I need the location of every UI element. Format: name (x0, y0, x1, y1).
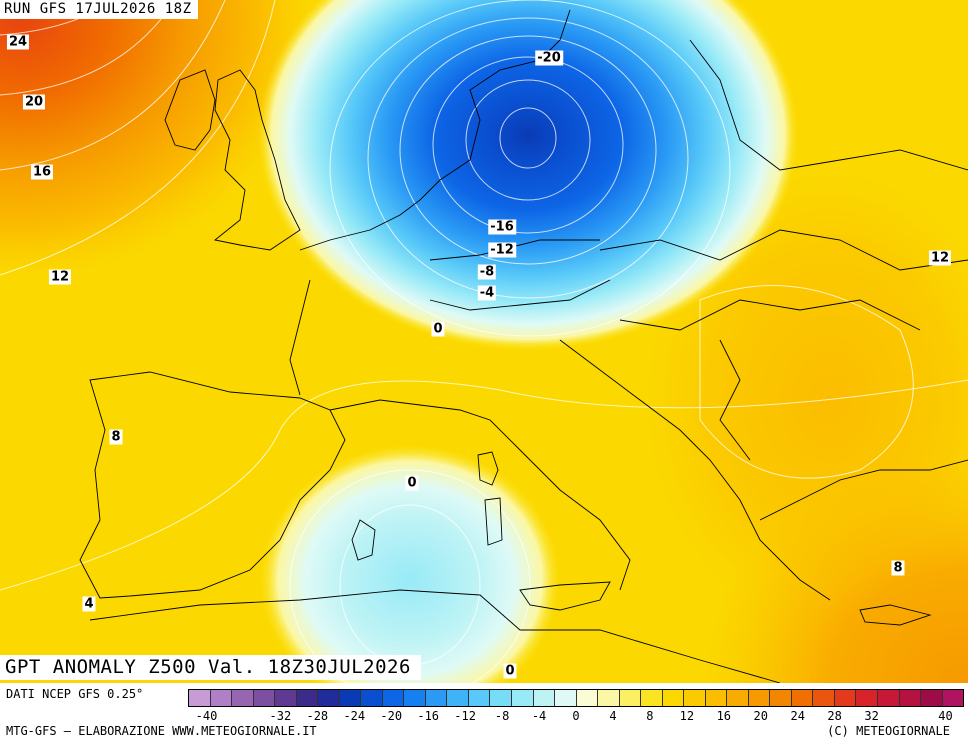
scale-tick-label: -8 (494, 709, 510, 723)
color-swatch (296, 690, 319, 706)
map-title: GPT ANOMALY Z500 Val. 18Z30JUL2026 (0, 655, 421, 680)
scale-tick-label: 16 (716, 709, 732, 723)
color-swatch (533, 690, 556, 706)
scale-tick-label: 4 (609, 709, 617, 723)
color-swatch (834, 690, 857, 706)
color-swatch (813, 690, 835, 706)
scale-tick-label: 32 (864, 709, 879, 723)
contour-label: -16 (488, 219, 516, 235)
data-source-label: DATI NCEP GFS 0.25° (6, 687, 144, 701)
color-swatch (942, 690, 964, 706)
credit-left: MTG-GFS — ELABORAZIONE WWW.METEOGIORNALE… (6, 724, 317, 738)
scale-tick-label: -4 (531, 709, 547, 723)
color-swatch (404, 690, 426, 706)
color-swatch (576, 690, 599, 706)
color-swatch (447, 690, 469, 706)
color-swatch (425, 690, 448, 706)
scale-tick-label: -16 (417, 709, 440, 723)
credit-right: (C) METEOGIORNALE (827, 724, 950, 738)
color-swatch (555, 690, 577, 706)
scale-tick-label: 40 (938, 709, 953, 723)
scale-tick-label: -24 (343, 709, 366, 723)
color-swatch (318, 690, 340, 706)
color-swatch (727, 690, 749, 706)
color-swatch (641, 690, 663, 706)
color-swatch (921, 690, 943, 706)
color-swatch (339, 690, 362, 706)
contour-label: -4 (477, 285, 497, 301)
scale-tick-label: -40 (195, 709, 218, 723)
isolines (0, 0, 968, 683)
color-scale-ticks: -40 -32 -28 -24 -20 -16 -12 -8 -4 0 4 8 12 16 20 24 28 32… (188, 709, 964, 723)
color-swatch (232, 690, 254, 706)
color-scale-bar (188, 689, 964, 707)
contour-label: 0 (503, 663, 517, 679)
anomaly-map: RUN GFS 17JUL2026 18Z 24 20 16 12 8 4 0 … (0, 0, 968, 683)
color-swatch (275, 690, 297, 706)
color-swatch (189, 690, 211, 706)
contour-label: 8 (891, 560, 905, 576)
color-swatch (878, 690, 900, 706)
scale-tick-label: 8 (646, 709, 654, 723)
color-swatch (662, 690, 685, 706)
map-canvas (0, 0, 968, 683)
contour-label: 0 (405, 475, 419, 491)
color-swatch (770, 690, 792, 706)
contour-label: -12 (488, 242, 516, 258)
color-swatch (361, 690, 383, 706)
contour-label: 12 (928, 250, 952, 266)
scale-tick-label: -32 (269, 709, 292, 723)
scale-tick-label: -20 (380, 709, 403, 723)
scale-tick-label: 0 (572, 709, 580, 723)
contour-label: -20 (535, 50, 563, 66)
color-swatch (684, 690, 706, 706)
color-swatch (490, 690, 512, 706)
color-swatch (210, 690, 233, 706)
contour-label: 12 (48, 269, 72, 285)
color-swatch (253, 690, 276, 706)
color-swatch (899, 690, 922, 706)
scale-tick-label: 12 (679, 709, 695, 723)
scale-tick-label: -28 (306, 709, 329, 723)
legend-footer: DATI NCEP GFS 0.25° -40 -32 -28 -24 -20 -16 -1… (0, 683, 968, 745)
color-swatch (619, 690, 642, 706)
contour-label: 16 (30, 164, 54, 180)
color-swatch (511, 690, 534, 706)
contour-label: 8 (109, 429, 123, 445)
contour-label: 4 (82, 596, 96, 612)
color-swatch (791, 690, 814, 706)
color-swatch (856, 690, 878, 706)
color-swatch (382, 690, 405, 706)
contour-label: 24 (6, 34, 30, 50)
run-label: RUN GFS 17JUL2026 18Z (0, 0, 198, 19)
scale-tick-label: 20 (753, 709, 768, 723)
color-swatch (468, 690, 491, 706)
scale-tick-label: 28 (827, 709, 842, 723)
contour-label: -8 (477, 264, 497, 280)
color-swatch (598, 690, 620, 706)
color-swatch (705, 690, 728, 706)
contour-label: 0 (431, 321, 445, 337)
scale-tick-label: 24 (790, 709, 805, 723)
color-swatch (748, 690, 771, 706)
contour-label: 20 (22, 94, 46, 110)
scale-tick-label: -12 (454, 709, 476, 723)
coastlines (79, 9, 968, 683)
